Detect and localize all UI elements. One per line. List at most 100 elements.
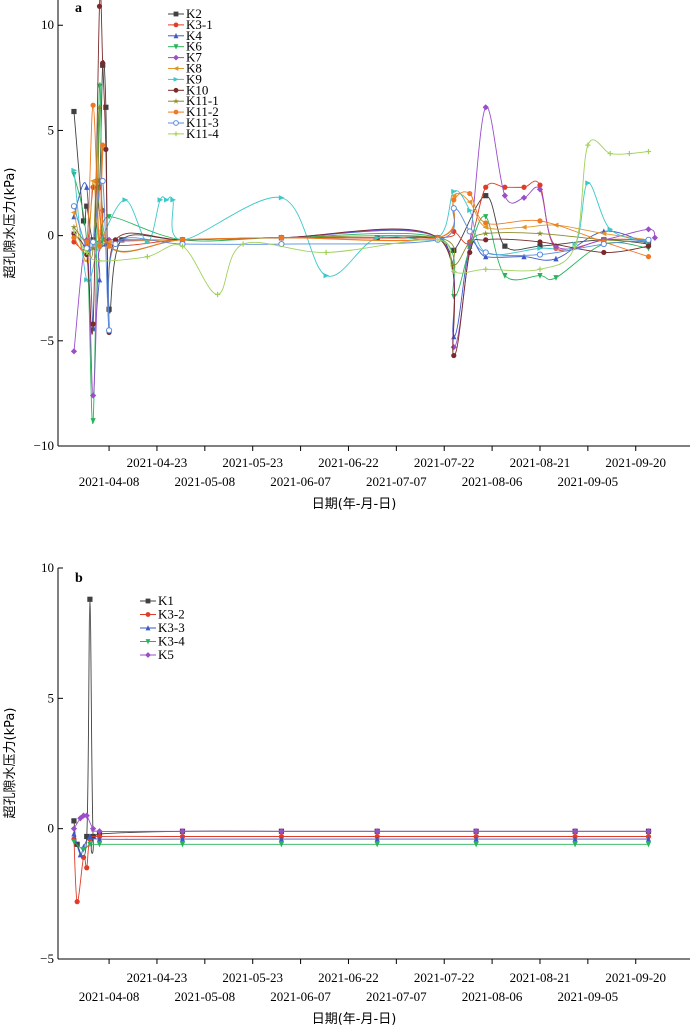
x-tick-label: 2021-05-23 (222, 970, 283, 985)
data-point (84, 833, 90, 840)
data-point (645, 835, 652, 842)
data-point (90, 825, 97, 832)
data-point (74, 899, 80, 905)
data-point (645, 226, 652, 233)
data-point (87, 596, 93, 602)
legend-marker (145, 652, 151, 658)
data-point (607, 226, 614, 232)
data-point (278, 828, 285, 835)
data-point (451, 268, 457, 274)
data-point (521, 184, 527, 190)
x-tick-label: 2021-06-22 (318, 455, 379, 470)
x-tick-label: 2021-06-22 (318, 970, 379, 985)
data-point (80, 812, 87, 819)
data-point (96, 103, 103, 111)
data-point (502, 243, 508, 249)
data-point (473, 835, 479, 842)
data-point (84, 184, 90, 190)
data-point (105, 239, 112, 245)
data-point (122, 197, 129, 203)
legend-label: K4 (186, 28, 202, 43)
data-point (374, 841, 380, 848)
x-tick-label: 2021-08-21 (510, 455, 571, 470)
series-line (73, 182, 649, 338)
data-point (90, 178, 96, 184)
legend-marker (145, 639, 151, 645)
legend-label: K11-1 (186, 93, 219, 108)
x-tick-label: 2021-08-21 (510, 970, 571, 985)
data-point (84, 277, 90, 283)
x-tick-label: 2021-04-23 (127, 455, 188, 470)
x-tick-label: 2021-07-22 (414, 455, 475, 470)
data-point (607, 150, 613, 157)
data-point (77, 851, 83, 858)
data-point (96, 835, 103, 842)
series-k6 (71, 82, 652, 424)
y-tick-label: 10 (41, 560, 54, 575)
data-point (482, 249, 489, 256)
legend-item: K10 (168, 82, 208, 97)
data-point (572, 835, 578, 842)
x-tick-label: 2021-05-08 (174, 989, 235, 1004)
legend-marker (145, 612, 151, 617)
legend-label: K8 (186, 61, 202, 76)
legend-item: K6 (168, 39, 202, 54)
legend-label: K1 (158, 593, 174, 608)
data-point (571, 828, 579, 835)
legend-item: K1 (140, 593, 174, 608)
data-point (537, 182, 543, 188)
data-point (80, 846, 87, 853)
series-line (73, 170, 649, 283)
data-point (179, 243, 186, 249)
x-tick-label: 2021-04-08 (79, 989, 140, 1004)
data-point (645, 254, 652, 260)
data-point (467, 190, 473, 197)
data-point (105, 327, 113, 334)
data-point (323, 249, 329, 256)
data-point (520, 224, 527, 230)
data-point (71, 818, 77, 824)
data-point (374, 835, 380, 842)
data-point (84, 249, 90, 256)
data-point (451, 352, 457, 359)
data-point (96, 243, 103, 249)
plot-area (70, 0, 658, 424)
data-point (451, 333, 457, 340)
legend-label: K3-1 (186, 17, 213, 32)
legend-item: K3-1 (168, 17, 213, 32)
legend-marker (173, 66, 179, 71)
data-point (585, 142, 591, 148)
legend-marker (173, 54, 179, 61)
data-point (645, 243, 652, 249)
y-tick-label: −5 (40, 333, 54, 348)
data-point (90, 418, 96, 424)
data-point (451, 247, 457, 253)
data-point (572, 841, 578, 848)
data-point (163, 197, 170, 203)
legend-label: K11-2 (186, 104, 219, 119)
data-point (84, 203, 90, 209)
x-tick-label: 2021-04-23 (127, 970, 188, 985)
legend-marker (145, 598, 151, 604)
legend-item: K11-2 (168, 104, 219, 119)
data-point (71, 839, 77, 845)
data-point (645, 828, 652, 835)
series-line (73, 60, 649, 314)
data-point (502, 272, 508, 279)
x-tick-label: 2021-09-20 (605, 970, 666, 985)
legend-marker (173, 87, 179, 93)
data-point (170, 197, 177, 203)
data-point (450, 205, 457, 212)
data-point (482, 224, 489, 230)
legend-label: K11-4 (186, 126, 219, 141)
data-point (103, 104, 109, 110)
y-axis-title: 超孔隙水压力(kPa) (3, 168, 18, 279)
data-point (87, 833, 93, 840)
y-tick-label: −10 (34, 438, 54, 453)
data-point (374, 235, 381, 241)
plot-area (70, 596, 652, 905)
data-point (536, 251, 544, 258)
data-point (96, 841, 103, 848)
x-tick-label: 2021-06-07 (270, 989, 331, 1004)
panel-letter: b (75, 571, 83, 586)
